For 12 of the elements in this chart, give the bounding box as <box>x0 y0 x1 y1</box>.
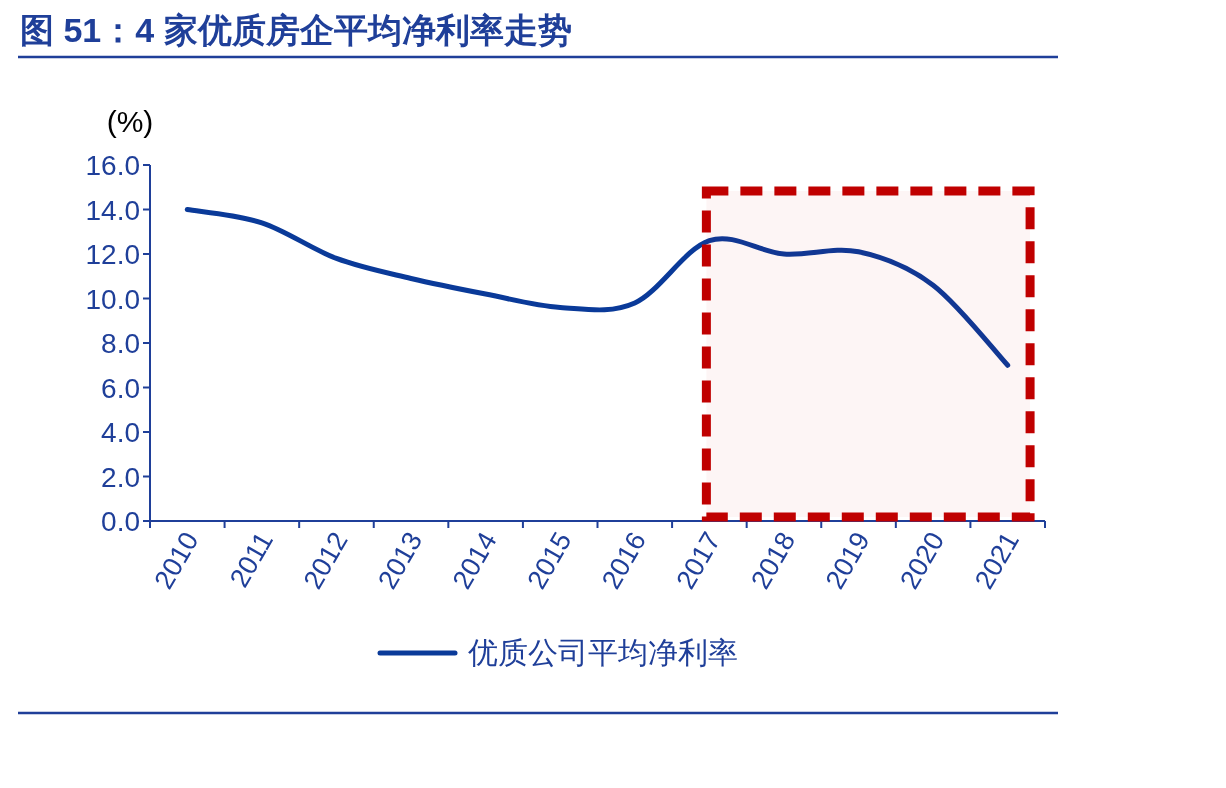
legend-label: 优质公司平均净利率 <box>468 636 738 669</box>
ytick: 4.0 <box>101 417 140 448</box>
ytick: 16.0 <box>85 150 140 181</box>
ytick: 8.0 <box>101 328 140 359</box>
ytick: 0.0 <box>101 506 140 537</box>
ytick: 12.0 <box>85 239 140 270</box>
ylabel: (%) <box>106 105 154 138</box>
ytick: 2.0 <box>101 461 140 493</box>
ytick: 6.0 <box>101 372 140 404</box>
ytick: 10.0 <box>85 283 140 315</box>
title: 图 51：4 家优质房企平均净利率走势 <box>20 11 572 49</box>
ytick: 14.0 <box>85 194 140 226</box>
